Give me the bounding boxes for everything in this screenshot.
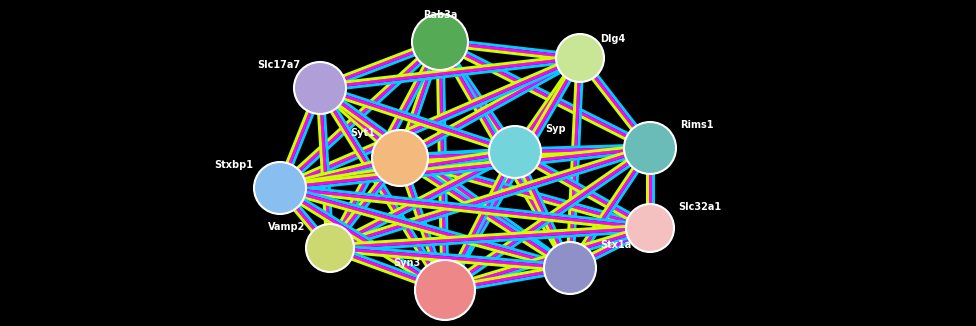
- Circle shape: [372, 130, 428, 186]
- Circle shape: [294, 62, 346, 114]
- Text: Dlg4: Dlg4: [600, 34, 626, 44]
- Text: Slc17a7: Slc17a7: [257, 60, 300, 70]
- Circle shape: [626, 204, 674, 252]
- Circle shape: [489, 126, 541, 178]
- Circle shape: [556, 34, 604, 82]
- Circle shape: [415, 260, 475, 320]
- Circle shape: [306, 224, 354, 272]
- Text: Stxbp1: Stxbp1: [214, 160, 253, 170]
- Text: Rims1: Rims1: [680, 120, 713, 130]
- Circle shape: [624, 122, 676, 174]
- Text: Stx1a: Stx1a: [600, 240, 631, 250]
- Text: Syt1: Syt1: [350, 128, 375, 138]
- Text: Rab3a: Rab3a: [423, 10, 457, 20]
- Circle shape: [254, 162, 306, 214]
- Text: Syn3: Syn3: [392, 258, 420, 268]
- Circle shape: [412, 14, 468, 70]
- Text: Slc32a1: Slc32a1: [678, 202, 721, 212]
- Text: Syp: Syp: [545, 124, 566, 134]
- Text: Vamp2: Vamp2: [267, 222, 305, 232]
- Circle shape: [544, 242, 596, 294]
